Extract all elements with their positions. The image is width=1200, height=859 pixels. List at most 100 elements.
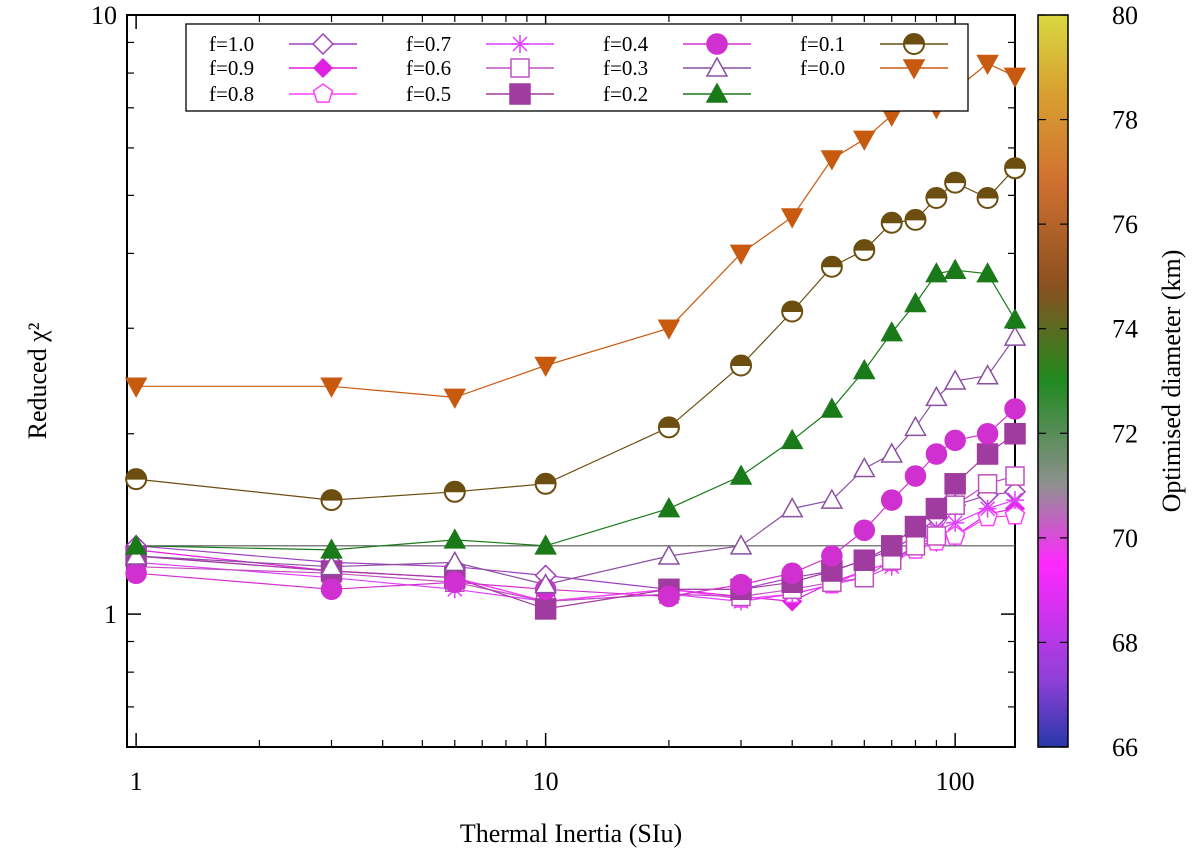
series-markers-f=0.1 [125,157,1026,512]
data-point [926,526,947,546]
marker-fill [944,172,966,184]
data-point [905,536,926,556]
data-point [853,456,876,478]
y-tick-label: 1 [104,600,117,629]
marker-stroke [980,501,996,517]
series-markers-f=0.2 [124,258,1027,559]
data-point [976,443,999,465]
legend-label: f=0.4 [603,32,649,56]
y-axis-title: Reduced χ² [23,322,52,439]
marker-fill [925,187,947,199]
data-point [320,578,343,601]
colorbar-title: Optimised diameter (km) [1157,250,1186,513]
legend-label: f=0.0 [800,56,845,80]
legend-item: f=0.8 [209,82,357,106]
series-f=0.2 [136,269,1016,551]
data-point [925,262,948,283]
colorbar-tick-label: 74 [1112,315,1138,344]
marker-stroke [1007,492,1023,508]
data-point [780,497,804,518]
data-point [781,562,803,584]
legend-label: f=0.5 [406,82,451,106]
marker-fill [781,300,803,312]
data-point [534,472,557,495]
marker-fill [444,481,466,493]
legend-label: f=1.0 [209,32,254,56]
legend-marker [705,56,729,77]
marker-fill [535,473,557,485]
colorbar-gradient [1037,14,1069,748]
marker-fill [125,468,147,480]
data-point [443,528,467,549]
data-point [729,244,753,265]
legend-label: f=0.1 [800,32,845,56]
data-point [880,489,903,511]
data-point [124,544,148,565]
data-point [853,519,876,542]
data-point [853,130,876,151]
colorbar-tick-label: 66 [1112,733,1138,762]
legend-marker [509,83,531,105]
legend-item: f=1.0 [209,32,357,56]
x-tick-label: 10 [533,767,559,796]
data-point [534,534,557,555]
data-point [946,513,965,532]
data-point [657,544,681,565]
data-point [729,534,753,555]
series-layer [124,54,1027,620]
legend-item: f=0.4 [603,32,751,56]
legend-label: f=0.8 [209,82,254,106]
colorbar-tick-label: 76 [1112,210,1138,239]
data-point [781,300,804,323]
data-point [443,388,467,409]
colorbar-tick-label: 68 [1112,628,1138,657]
legend-marker [903,33,925,55]
data-point [729,464,753,485]
series-markers-f=0.4 [125,398,1026,608]
data-point [124,534,148,555]
data-point [944,429,966,452]
data-point [1004,504,1026,525]
marker-fill [1004,157,1026,169]
data-point [657,497,681,518]
data-point [925,385,948,407]
data-point [1004,398,1026,420]
data-point [976,422,999,445]
marker-fill [821,256,843,268]
series-line [136,62,1016,399]
marker-stroke [512,36,528,52]
data-point [780,428,804,450]
legend-item: f=0.3 [603,56,751,80]
data-point [976,54,999,76]
data-point [925,497,948,520]
data-point [978,499,997,518]
data-point [977,474,998,494]
data-point [125,562,147,584]
colorbar-tick-label: 80 [1112,1,1138,30]
series-markers-f=0.5 [125,422,1026,620]
data-point [1004,157,1026,180]
data-point [443,480,466,503]
data-point [730,354,753,377]
data-point [943,258,967,279]
data-point [1005,466,1025,486]
data-point [820,150,844,171]
data-point [904,415,927,437]
data-point [657,319,681,340]
y-tick-labels: 1 10 [91,1,117,629]
data-point [658,585,680,608]
data-point [1004,422,1026,445]
data-point [444,571,466,594]
legend-marker [312,83,334,103]
legend-marker [311,32,335,56]
data-point [944,473,966,495]
data-point [1006,491,1024,510]
data-point [820,255,843,278]
data-point [1003,67,1027,88]
data-point [854,567,875,588]
legend-item: f=0.1 [800,32,948,56]
data-point [976,364,999,385]
data-point [124,377,148,398]
data-point [534,356,557,378]
